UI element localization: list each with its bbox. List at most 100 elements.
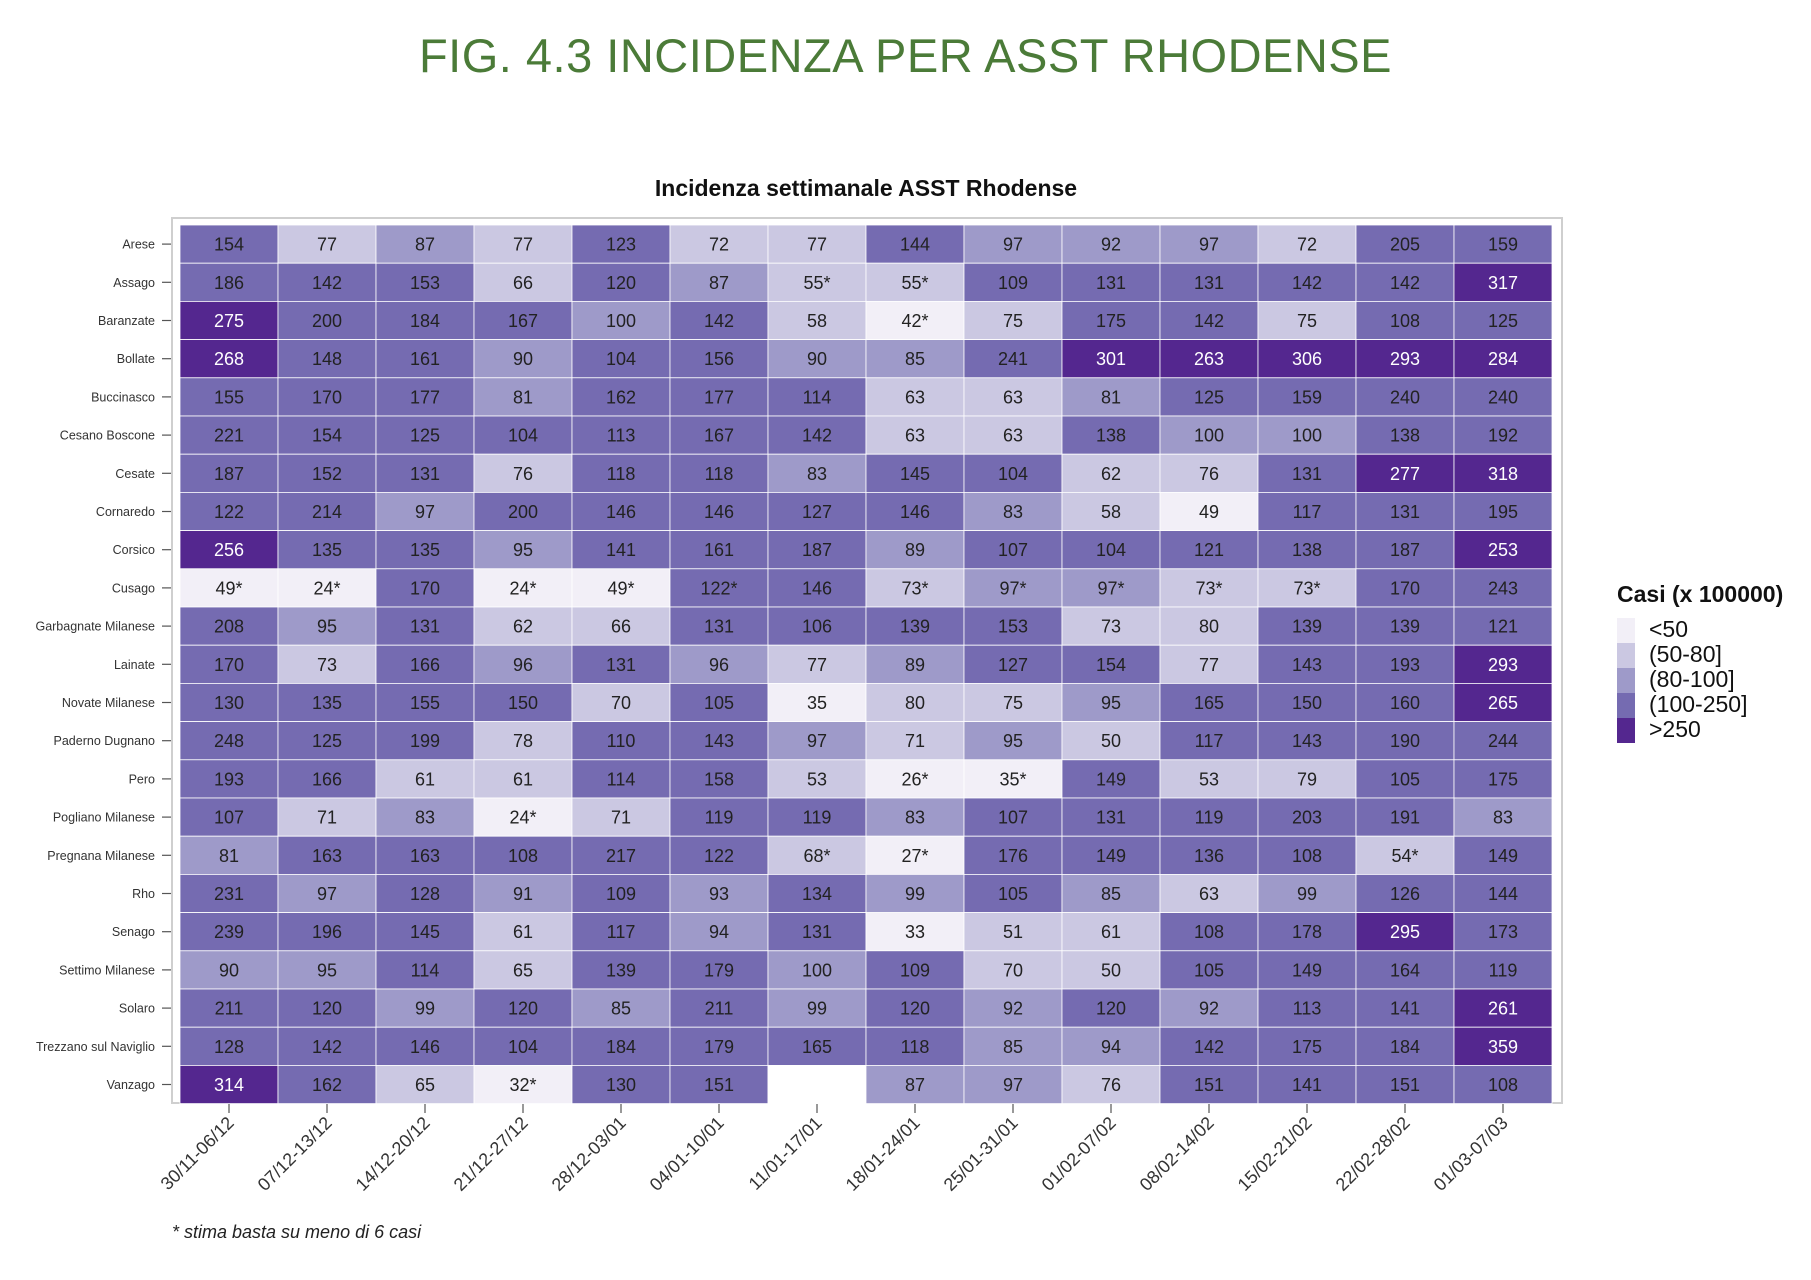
cell-value-label: 76 (513, 464, 533, 484)
heatmap-cell (473, 835, 573, 875)
cell-value-label: 178 (1292, 922, 1322, 942)
heatmap-cell (1061, 835, 1161, 875)
heatmap-cell (669, 1065, 769, 1105)
cell-value-label: 145 (900, 464, 930, 484)
heatmap-cell (1061, 721, 1161, 761)
cell-value-label: 284 (1488, 349, 1518, 369)
heatmap-cell (1061, 1026, 1161, 1066)
cell-value-label: 53 (807, 769, 827, 789)
heatmap-cell (865, 491, 965, 531)
heatmap-cell (963, 262, 1063, 302)
cell-value-label: 293 (1390, 349, 1420, 369)
heatmap-cell (473, 453, 573, 493)
heatmap-cell (767, 683, 867, 723)
cell-value-label: 104 (1096, 540, 1126, 560)
cell-value-label: 248 (214, 731, 244, 751)
cell-value-label: 200 (312, 311, 342, 331)
heatmap-cell (1355, 797, 1455, 837)
heatmap-cell (1453, 1026, 1553, 1066)
cell-value-label: 301 (1096, 349, 1126, 369)
cell-value-label: 65 (415, 1075, 435, 1095)
cell-value-label: 90 (219, 960, 239, 980)
cell-value-label: 154 (214, 235, 244, 255)
heatmap-cell (375, 683, 475, 723)
cell-value-label: 73* (901, 578, 928, 598)
cell-value-label: 122 (214, 502, 244, 522)
cell-value-label: 108 (1194, 922, 1224, 942)
x-tick-label: 14/12-20/12 (352, 1113, 434, 1195)
cell-value-label: 120 (1096, 999, 1126, 1019)
heatmap-cell (1159, 224, 1259, 264)
cell-value-label: 149 (1096, 769, 1126, 789)
heatmap-cell (1453, 224, 1553, 264)
cell-value-label: 151 (1194, 1075, 1224, 1095)
heatmap-cell (963, 797, 1063, 837)
cell-value-label: 142 (1292, 273, 1322, 293)
cell-value-label: 33 (905, 922, 925, 942)
heatmap-cell (375, 530, 475, 570)
heatmap-cell (375, 835, 475, 875)
heatmap-cell (571, 721, 671, 761)
heatmap-cell (571, 415, 671, 455)
heatmap-cell (1257, 988, 1357, 1028)
y-tick-label: Assago (113, 276, 155, 290)
cell-value-label: 80 (1199, 617, 1219, 637)
cell-value-label: 131 (606, 655, 636, 675)
cell-value-label: 144 (900, 235, 930, 255)
cell-value-label: 94 (1101, 1037, 1121, 1057)
cell-value-label: 122* (700, 578, 737, 598)
heatmap-cell (1061, 300, 1161, 340)
cell-value-label: 92 (1003, 999, 1023, 1019)
heatmap-cell (277, 530, 377, 570)
cell-value-label: 167 (508, 311, 538, 331)
cell-value-label: 119 (803, 808, 832, 828)
heatmap-cell (1355, 912, 1455, 952)
cell-value-label: 85 (611, 999, 631, 1019)
heatmap-cell (669, 1026, 769, 1066)
cell-value-label: 139 (900, 617, 930, 637)
cell-value-label: 177 (410, 387, 440, 407)
heatmap-cell (669, 300, 769, 340)
cell-value-label: 95 (317, 617, 337, 637)
heatmap-cell (179, 300, 279, 340)
cell-value-label: 144 (1488, 884, 1518, 904)
cell-value-label: 108 (1488, 1075, 1518, 1095)
figure-title: FIG. 4.3 INCIDENZA PER ASST RHODENSE (418, 29, 1393, 82)
y-tick-label: Buccinasco (91, 390, 155, 404)
cell-value-label: 187 (214, 464, 244, 484)
cell-value-label: 139 (1390, 617, 1420, 637)
cell-value-label: 49* (607, 578, 634, 598)
cell-value-label: 108 (508, 846, 538, 866)
cell-value-label: 51 (1003, 922, 1023, 942)
cell-value-label: 63 (905, 387, 925, 407)
heatmap-cell (1159, 797, 1259, 837)
heatmap-cell (767, 415, 867, 455)
cell-value-label: 97 (1003, 1075, 1023, 1095)
cell-value-label: 83 (1493, 808, 1513, 828)
cell-value-label: 95 (1101, 693, 1121, 713)
cell-value-label: 99 (1297, 884, 1317, 904)
cell-value-label: 200 (508, 502, 538, 522)
cell-value-label: 53 (1199, 769, 1219, 789)
cell-value-label: 99 (905, 884, 925, 904)
heatmap-cell (669, 415, 769, 455)
heatmap-cell (179, 339, 279, 379)
heatmap-cell (1453, 835, 1553, 875)
cell-value-label: 131 (1096, 273, 1126, 293)
heatmap-cell (571, 1026, 671, 1066)
cell-value-label: 97* (999, 578, 1026, 598)
cell-value-label: 87 (709, 273, 729, 293)
x-tick-label: 04/01-10/01 (646, 1113, 728, 1195)
cell-value-label: 100 (1292, 426, 1322, 446)
heatmap-cell (865, 874, 965, 914)
cell-value-label: 107 (214, 808, 244, 828)
cell-value-label: 63 (1199, 884, 1219, 904)
cell-value-label: 81 (219, 846, 239, 866)
heatmap-cell (1159, 415, 1259, 455)
cell-value-label: 146 (704, 502, 734, 522)
heatmap-cell (1159, 759, 1259, 799)
cell-value-label: 159 (1488, 235, 1518, 255)
heatmap-cell (277, 377, 377, 417)
cell-value-label: 92 (1199, 999, 1219, 1019)
heatmap-cell (1257, 797, 1357, 837)
